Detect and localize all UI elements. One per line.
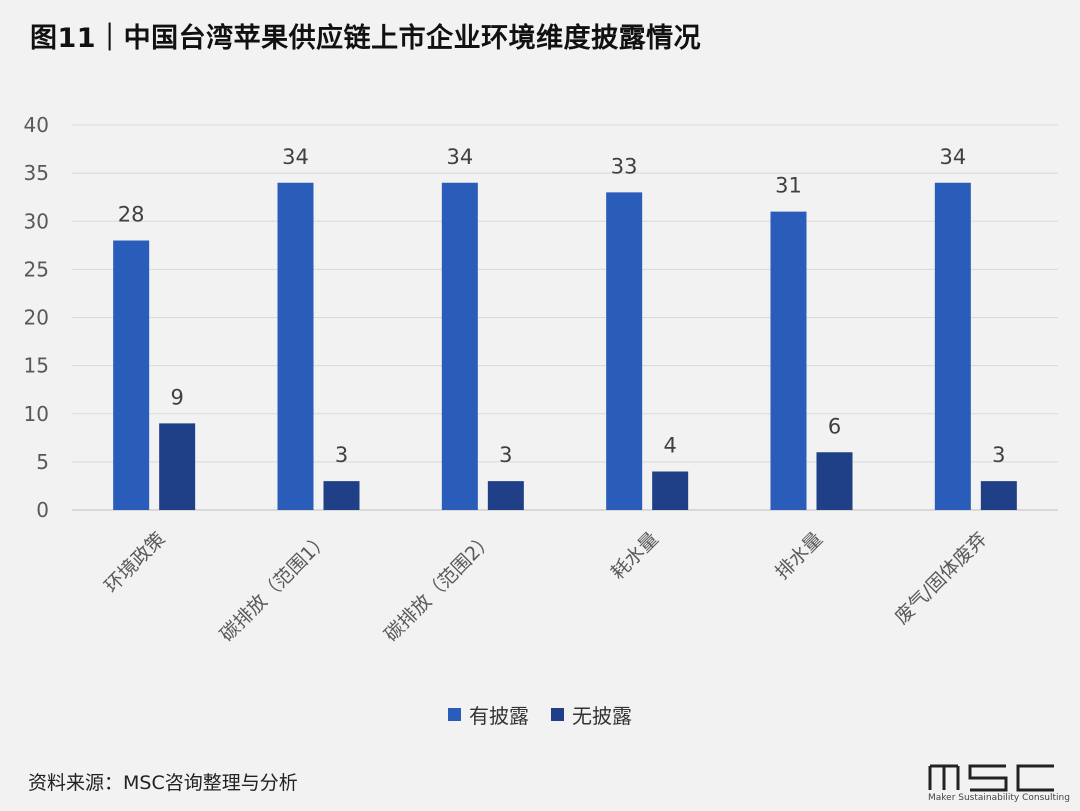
bar-not-disclosed [652, 471, 689, 510]
bar-not-disclosed [159, 423, 196, 510]
chart-title: 图11｜中国台湾苹果供应链上市企业环境维度披露情况 [30, 23, 702, 54]
data-label: 34 [446, 145, 473, 169]
category-label: 废气/固体废弃 [891, 528, 992, 629]
x-axis-categories: 环境政策 碳排放（范围1） 碳排放（范围2） 耗水量 排水量 废气/固体废弃 [100, 528, 991, 646]
legend-swatch-series-2 [551, 708, 564, 721]
logo-subtitle: Maker Sustainability Consulting [928, 793, 1070, 803]
data-label: 28 [118, 203, 145, 227]
y-tick-label: 5 [36, 450, 49, 474]
bar-not-disclosed [487, 481, 524, 510]
bar-not-disclosed [816, 452, 853, 510]
legend-item-series-1: 有披露 [448, 700, 529, 729]
category-label: 排水量 [771, 528, 827, 584]
bar-not-disclosed [323, 481, 360, 510]
gridlines [72, 124, 1058, 511]
bar-disclosed [770, 211, 807, 510]
msc-logo-mark [928, 764, 1054, 792]
y-tick-label: 20 [24, 306, 49, 330]
data-label: 6 [828, 414, 841, 438]
bar-disclosed [441, 182, 478, 510]
data-label: 4 [663, 434, 676, 458]
y-tick-label: 15 [24, 354, 49, 378]
y-tick-label: 25 [24, 257, 49, 281]
data-label: 31 [775, 174, 802, 198]
y-tick-label: 10 [24, 402, 49, 426]
legend-label-series-1: 有披露 [469, 704, 529, 728]
legend-label-series-2: 无披露 [572, 704, 632, 728]
data-label: 9 [170, 385, 183, 409]
legend-swatch-series-1 [448, 708, 461, 721]
bar-disclosed [934, 182, 971, 510]
data-label: 3 [335, 443, 348, 467]
bars [113, 182, 1017, 510]
bar-not-disclosed [980, 481, 1017, 510]
y-tick-label: 30 [24, 209, 49, 233]
y-tick-label: 35 [24, 161, 49, 185]
y-axis-ticks: 0 5 10 15 20 25 30 35 40 [24, 113, 49, 522]
bar-disclosed [113, 240, 150, 510]
bar-disclosed [606, 192, 643, 510]
data-label: 3 [992, 443, 1005, 467]
legend: 有披露 无披露 [0, 700, 1080, 729]
msc-logo: Maker Sustainability Consulting [928, 760, 1070, 806]
y-tick-label: 40 [24, 113, 49, 137]
data-label: 33 [611, 154, 638, 178]
data-label: 34 [282, 145, 309, 169]
category-label: 环境政策 [100, 528, 169, 597]
source-note: 资料来源：MSC咨询整理与分析 [28, 772, 298, 794]
legend-item-series-2: 无披露 [551, 700, 632, 729]
y-tick-label: 0 [36, 498, 49, 522]
category-label: 耗水量 [607, 528, 663, 584]
category-label: 碳排放（范围1） [216, 528, 334, 646]
data-label: 34 [939, 145, 966, 169]
category-label: 碳排放（范围2） [380, 528, 498, 646]
bar-disclosed [277, 182, 314, 510]
data-label: 3 [499, 443, 512, 467]
